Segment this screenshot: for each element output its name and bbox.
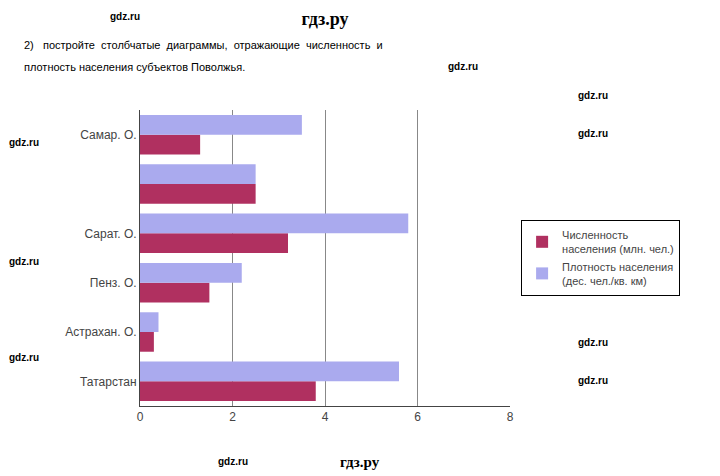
svg-text:Плотность населения(дес. чел./: Плотность населения(дес. чел./кв. км) [562, 261, 673, 287]
svg-text:плотность населения субъектов: плотность населения субъектов Поволжья. [24, 61, 245, 73]
svg-text:2: 2 [229, 410, 236, 424]
svg-text:гдз.ру: гдз.ру [301, 9, 348, 29]
svg-text:Численностьнаселения (млн. чел: Численностьнаселения (млн. чел.) [562, 229, 674, 255]
svg-text:Астрахан. О.: Астрахан. О. [65, 325, 136, 339]
svg-text:gdz.ru: gdz.ru [578, 128, 608, 139]
svg-text:гдз.ру: гдз.ру [340, 454, 380, 470]
svg-text:gdz.ru: gdz.ru [448, 61, 478, 72]
svg-text:gdz.ru: gdz.ru [578, 337, 608, 348]
svg-text:gdz.ru: gdz.ru [218, 456, 248, 467]
svg-text:Самар. О.: Самар. О. [80, 128, 136, 142]
svg-text:0: 0 [137, 410, 144, 424]
svg-text:gdz.ru: gdz.ru [578, 90, 608, 101]
svg-text:Татарстан: Татарстан [80, 375, 137, 389]
svg-text:gdz.ru: gdz.ru [9, 352, 39, 363]
svg-text:2) постройте столбчатые ди: 2) постройте столбчатые диаграммы, отраж… [24, 39, 383, 51]
svg-text:gdz.ru: gdz.ru [578, 375, 608, 386]
svg-text:gdz.ru: gdz.ru [110, 11, 140, 22]
svg-text:8: 8 [507, 410, 514, 424]
svg-text:4: 4 [322, 410, 329, 424]
svg-text:gdz.ru: gdz.ru [9, 256, 39, 267]
svg-text:gdz.ru: gdz.ru [9, 137, 39, 148]
svg-text:6: 6 [414, 410, 421, 424]
svg-text:Пенз. О.: Пенз. О. [90, 276, 137, 290]
svg-text:Сарат. О.: Сарат. О. [85, 227, 137, 241]
